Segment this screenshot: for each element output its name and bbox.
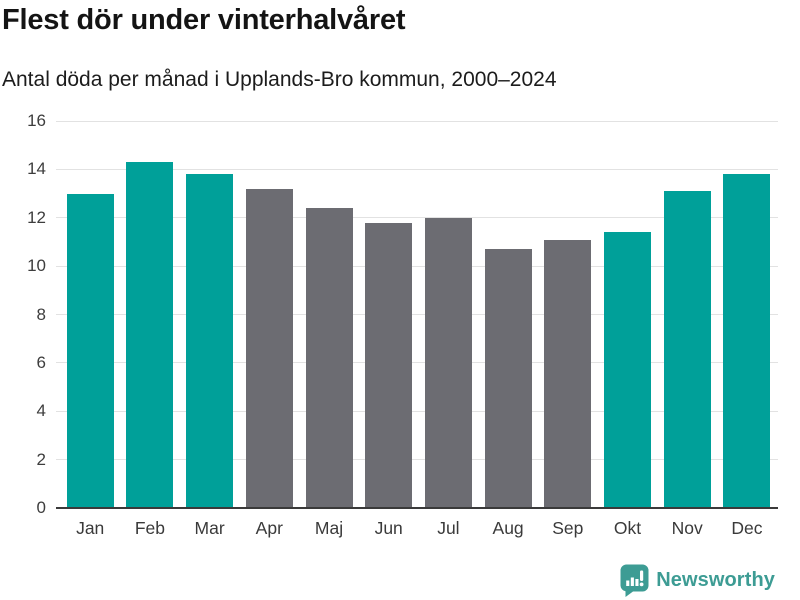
y-tick-label-16: 16 (27, 111, 46, 130)
y-tick-label-14: 14 (27, 159, 46, 179)
x-tick-label-maj: Maj (314, 518, 344, 538)
bar-dec (723, 174, 771, 508)
newsworthy-brand: Newsworthy (620, 564, 775, 597)
x-tick-label-jan: Jan (76, 518, 105, 538)
bar-sep (544, 239, 592, 508)
chart-title: Flest dör under vinterhalvåret (2, 4, 406, 36)
gridline-4 (56, 410, 778, 412)
plot-area (56, 120, 778, 509)
bar-mar (186, 174, 234, 508)
x-tick-label-okt: Okt (613, 518, 642, 538)
x-tick-label-jul: Jul (437, 518, 460, 538)
bar-apr (245, 188, 293, 508)
y-tick-label-4: 4 (36, 401, 46, 421)
x-tick-label-apr: Apr (255, 518, 283, 538)
x-axis: Jan Feb Mar Apr Maj Jun Jul Aug Sep Okt Nov Dec (56, 518, 778, 544)
gridline-6 (56, 362, 778, 364)
x-tick-label-feb: Feb (134, 518, 165, 538)
x-tick-label-aug: Aug (492, 518, 524, 538)
x-tick-label-mar: Mar (194, 518, 225, 538)
gridline-10 (56, 265, 778, 267)
x-tick-label-dec: Dec (731, 518, 763, 538)
newsworthy-logo-icon (620, 564, 649, 597)
y-tick-label-10: 10 (27, 256, 46, 276)
bar-feb (126, 162, 174, 508)
bar-jan (66, 193, 114, 508)
bar-jul (424, 217, 472, 508)
x-tick-label-sep: Sep (552, 518, 584, 538)
x-axis-line (56, 507, 778, 509)
newsworthy-brand-text: Newsworthy (656, 569, 775, 591)
y-tick-label-12: 12 (27, 207, 46, 227)
x-tick-label-jun: Jun (374, 518, 403, 538)
bar-aug (484, 249, 532, 508)
bar-maj (305, 208, 353, 508)
chart-subtitle: Antal döda per månad i Upplands-Bro komm… (2, 68, 557, 91)
bar-jun (365, 222, 413, 508)
bar-okt (604, 232, 651, 508)
gridline-14 (56, 168, 778, 170)
y-tick-label-2: 2 (36, 449, 46, 469)
gridline-12 (56, 217, 778, 219)
y-tick-label-0: 0 (36, 498, 46, 517)
y-tick-label-6: 6 (36, 352, 46, 372)
gridline-2 (56, 459, 778, 461)
y-axis: 0 2 4 6 8 10 12 14 16 (0, 111, 46, 517)
y-tick-label-8: 8 (36, 304, 46, 324)
gridline-8 (56, 314, 778, 315)
bar-nov (663, 191, 711, 508)
gridline-16 (56, 120, 778, 122)
x-tick-label-nov: Nov (671, 518, 703, 538)
